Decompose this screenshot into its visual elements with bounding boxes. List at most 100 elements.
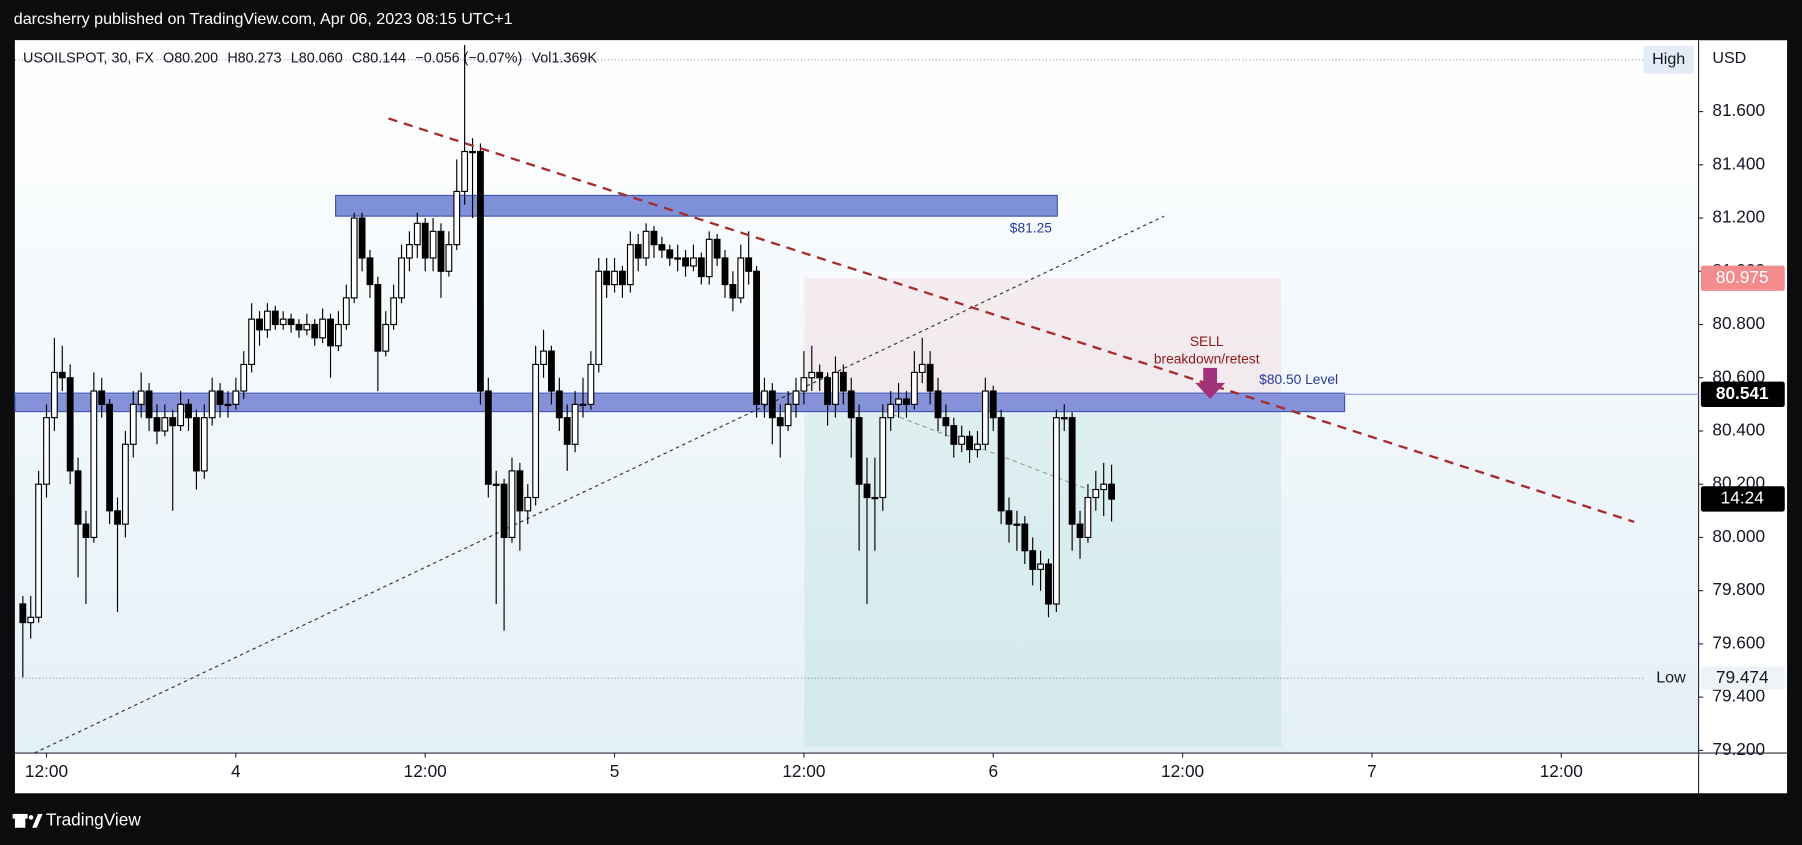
- candle-body: [232, 390, 240, 405]
- x-tick-label: 4: [231, 761, 241, 781]
- candle-body: [1052, 417, 1060, 605]
- x-tick-label: 7: [1367, 761, 1377, 781]
- candle-body: [58, 371, 66, 379]
- candle-body: [989, 390, 997, 419]
- high-label: High: [1652, 50, 1685, 68]
- candle-body: [19, 603, 27, 624]
- candle-body: [216, 390, 224, 405]
- candle-body: [248, 318, 256, 366]
- candle-body: [153, 417, 161, 432]
- candle-body: [761, 390, 768, 405]
- y-tick-label: 79.800: [1712, 579, 1765, 599]
- candle-body: [768, 390, 776, 419]
- candle-body: [1021, 523, 1029, 552]
- sell-arrow-head: [1195, 382, 1226, 399]
- candle-body: [895, 398, 902, 405]
- candle-body: [358, 217, 366, 259]
- candle-body: [942, 417, 950, 427]
- candles: [19, 45, 1116, 678]
- candle-body: [492, 483, 500, 486]
- candle-body: [839, 371, 847, 392]
- candle-body: [587, 363, 595, 405]
- candle-body: [137, 390, 145, 405]
- candle-body: [35, 483, 43, 618]
- candle-body: [1060, 417, 1068, 420]
- candle-body: [713, 238, 721, 259]
- level-zone: [14, 392, 1346, 413]
- candle-body: [256, 318, 263, 331]
- level-label: $80.50 Level: [1259, 372, 1338, 387]
- candle-body: [626, 244, 634, 286]
- target-label: 80.975: [1716, 267, 1769, 287]
- sell-note: breakdown/retest: [1154, 351, 1260, 366]
- candle-body: [729, 284, 737, 299]
- y-tick-label: 81.200: [1712, 207, 1765, 227]
- short-risk-box: [804, 278, 1282, 395]
- candle-body: [540, 350, 547, 366]
- candle-body: [66, 377, 74, 472]
- candle-body: [106, 403, 114, 512]
- candle-body: [82, 523, 90, 539]
- candle-body: [705, 238, 713, 278]
- candle-body: [374, 284, 382, 352]
- candle-body: [674, 257, 682, 260]
- candle-body: [342, 297, 350, 326]
- x-tick-label: 12:00: [1540, 761, 1583, 781]
- candle-body: [524, 496, 532, 512]
- low-price: 79.474: [1716, 667, 1769, 687]
- candle-body: [500, 483, 508, 539]
- candle-body: [918, 363, 926, 373]
- candle-body: [745, 257, 753, 272]
- candle-body: [1045, 563, 1052, 605]
- candle-body: [413, 222, 421, 246]
- candle-body: [753, 270, 760, 405]
- trend-support: [34, 215, 1165, 754]
- candle-body: [571, 403, 579, 445]
- candle-body: [1029, 550, 1037, 570]
- legend-volume: Vol1.369K: [532, 50, 598, 66]
- level-price: 80.541: [1716, 383, 1769, 403]
- y-tick-label: 79.200: [1712, 739, 1765, 759]
- brand: TradingView: [46, 809, 141, 829]
- candle-body: [398, 257, 405, 299]
- candle-body: [934, 390, 942, 419]
- candle-body: [484, 390, 492, 485]
- candle-body: [887, 403, 895, 419]
- candle-body: [74, 470, 82, 525]
- y-tick-label: 80.000: [1712, 526, 1765, 546]
- candle-body: [192, 417, 200, 472]
- candle-body: [910, 371, 918, 405]
- candle-body: [737, 257, 745, 299]
- candle-body: [445, 244, 453, 272]
- candle-body: [429, 230, 437, 259]
- candle-body: [650, 230, 658, 246]
- candle-body: [847, 390, 855, 419]
- candle-body: [1076, 523, 1084, 539]
- countdown-badge: [1700, 486, 1785, 512]
- y-tick-label: 80.600: [1712, 366, 1765, 386]
- legend-close: C80.144: [352, 50, 406, 66]
- candle-body: [437, 230, 445, 272]
- candle-body: [784, 403, 792, 427]
- candle-body: [303, 323, 311, 331]
- candle-body: [271, 310, 279, 326]
- candle-body: [1084, 496, 1092, 539]
- zone-label: $81.25: [1010, 220, 1052, 235]
- candle-body: [634, 244, 642, 259]
- candle-body: [563, 417, 571, 445]
- brand-logo: [12, 813, 43, 828]
- candle-body: [958, 435, 966, 445]
- legend-change: −0.056 (−0.07%): [415, 50, 522, 66]
- legend-open: O80.200: [163, 50, 218, 66]
- candle-body: [690, 257, 697, 267]
- trend-resistance: [388, 117, 1635, 524]
- sell-label: SELL: [1190, 334, 1224, 349]
- candle-body: [666, 249, 674, 259]
- candle-body: [832, 371, 839, 405]
- candle-body: [981, 390, 989, 445]
- candle-body: [421, 222, 429, 259]
- high-badge: [1643, 45, 1694, 74]
- candle-body: [871, 496, 879, 500]
- sell-arrow-stem: [1203, 367, 1218, 384]
- countdown: 14:24: [1721, 487, 1765, 507]
